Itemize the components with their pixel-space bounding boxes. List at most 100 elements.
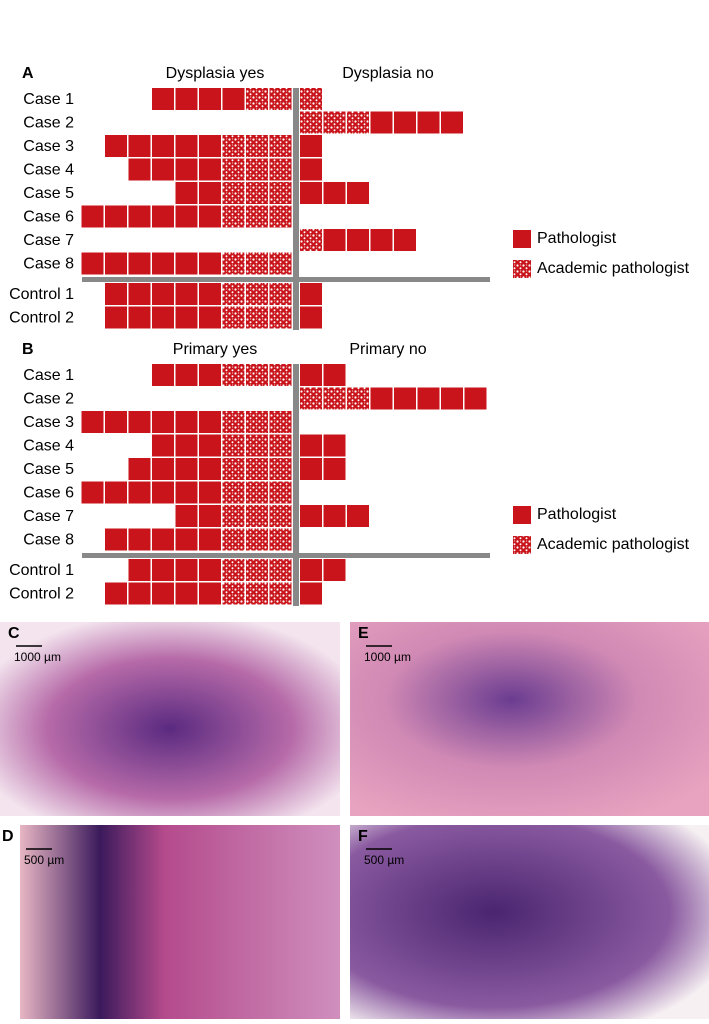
pathologist-square: [199, 458, 221, 480]
pathologist-square: [175, 434, 198, 457]
image-letter: E: [358, 625, 369, 642]
pathologist-square: [128, 283, 151, 305]
legend-swatch: [513, 230, 531, 248]
pathologist-square: [347, 505, 369, 527]
pathologist-square: [175, 306, 198, 329]
row-label: Control 1: [9, 286, 74, 303]
pathologist-square: [128, 481, 151, 504]
pathologist-square: [300, 158, 322, 181]
pathologist-square: [105, 528, 127, 551]
yes-header: Dysplasia yes: [166, 65, 265, 82]
row-label: Case 7: [23, 508, 74, 525]
academic-square: [246, 582, 268, 605]
academic-square: [246, 505, 268, 527]
pathologist-square: [300, 182, 322, 204]
academic-square: [222, 411, 245, 433]
panel-letter: A: [22, 65, 34, 82]
pathologist-square: [105, 411, 127, 433]
pathologist-square: [323, 559, 346, 581]
pathologist-square: [199, 205, 221, 228]
academic-square: [269, 283, 292, 305]
pathologist-square: [394, 229, 416, 251]
academic-square: [222, 252, 245, 275]
pathologist-square: [152, 306, 174, 329]
row-label: Case 3: [23, 414, 74, 431]
legend-swatch: [513, 260, 531, 278]
academic-square: [269, 306, 292, 329]
pathologist-square: [81, 205, 104, 228]
academic-square: [246, 411, 268, 433]
academic-square: [246, 481, 268, 504]
pathologist-square: [175, 505, 198, 527]
pathologist-square: [175, 411, 198, 433]
pathologist-square: [300, 135, 322, 157]
pathologist-square: [300, 505, 322, 527]
legend-swatch: [513, 536, 531, 554]
pathologist-square: [300, 364, 322, 386]
pathologist-square: [199, 135, 221, 157]
academic-square: [246, 88, 268, 110]
divider-horizontal: [82, 553, 490, 558]
academic-square: [246, 559, 268, 581]
pathologist-square: [441, 111, 463, 134]
row-label: Case 4: [23, 161, 74, 178]
pathologist-square: [152, 559, 174, 581]
legend-swatch: [513, 506, 531, 524]
pathologist-square: [152, 411, 174, 433]
pathologist-square: [128, 306, 151, 329]
legend-label: Academic pathologist: [537, 536, 690, 553]
pathologist-square: [152, 458, 174, 480]
row-label: Control 2: [9, 585, 74, 602]
pathologist-square: [105, 135, 127, 157]
academic-square: [222, 481, 245, 504]
pathologist-square: [152, 135, 174, 157]
row-label: Case 1: [23, 91, 74, 108]
legend-label: Academic pathologist: [537, 260, 690, 277]
no-header: Dysplasia no: [342, 65, 434, 82]
pathologist-square: [175, 135, 198, 157]
pathologist-square: [105, 283, 127, 305]
pathologist-square: [81, 481, 104, 504]
row-label: Case 8: [23, 531, 74, 548]
pathologist-square: [152, 481, 174, 504]
pathologist-square: [152, 283, 174, 305]
panel-letter: B: [22, 341, 34, 358]
academic-square: [246, 434, 268, 457]
pathologist-square: [152, 364, 174, 386]
pathologist-square: [81, 411, 104, 433]
academic-square: [347, 111, 369, 134]
academic-square: [269, 158, 292, 181]
academic-square: [269, 88, 292, 110]
pathologist-square: [199, 505, 221, 527]
row-label: Control 1: [9, 562, 74, 579]
academic-square: [222, 158, 245, 181]
academic-square: [300, 111, 322, 134]
academic-square: [347, 387, 369, 410]
pathologist-square: [417, 387, 440, 410]
academic-square: [246, 458, 268, 480]
academic-square: [323, 387, 346, 410]
pathologist-square: [370, 229, 393, 251]
academic-square: [246, 252, 268, 275]
pathologist-square: [128, 559, 151, 581]
row-label: Case 6: [23, 208, 74, 225]
pathologist-square: [175, 559, 198, 581]
academic-square: [222, 559, 245, 581]
pathologist-square: [175, 252, 198, 275]
row-label: Control 2: [9, 309, 74, 326]
pathologist-square: [152, 252, 174, 275]
row-label: Case 8: [23, 255, 74, 272]
yes-header: Primary yes: [173, 341, 257, 358]
pathologist-square: [347, 182, 369, 204]
pathologist-square: [175, 88, 198, 110]
pathologist-square: [370, 111, 393, 134]
academic-square: [269, 481, 292, 504]
pathologist-square: [152, 582, 174, 605]
pathologist-square: [417, 111, 440, 134]
pathologist-square: [323, 364, 346, 386]
pathologist-square: [128, 205, 151, 228]
pathologist-square: [199, 481, 221, 504]
pathologist-square: [370, 387, 393, 410]
pathologist-square: [199, 434, 221, 457]
pathologist-square: [81, 252, 104, 275]
